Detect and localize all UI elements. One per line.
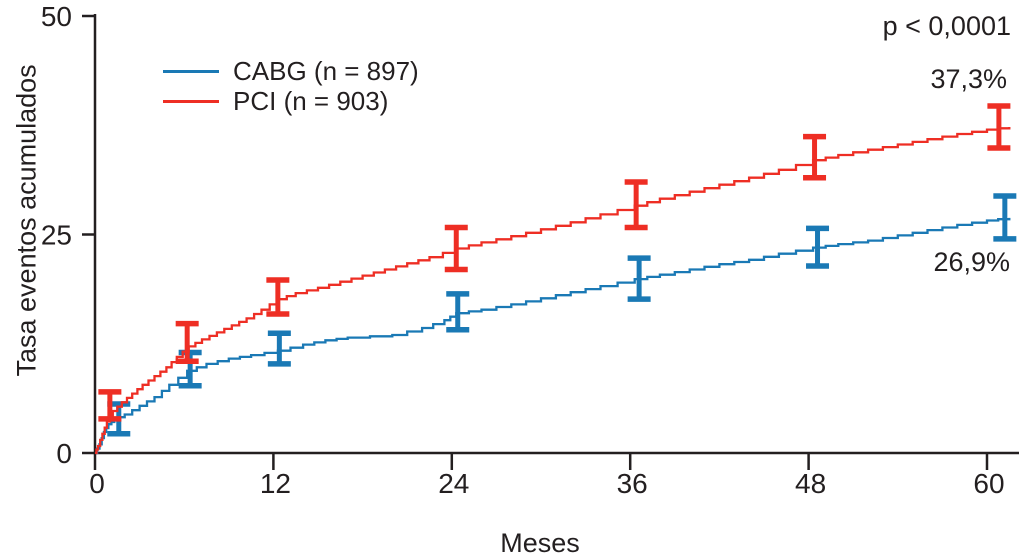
y-axis-title: Tasa eventos acumulados bbox=[11, 64, 42, 377]
y-tick-label: 50 bbox=[41, 1, 72, 32]
legend: CABG (n = 897) PCI (n = 903) bbox=[163, 56, 419, 116]
pci-line-swatch bbox=[163, 99, 219, 103]
x-tick-label: 60 bbox=[973, 468, 1004, 499]
pci-step-curve bbox=[95, 127, 1011, 455]
legend-item-cabg: CABG (n = 897) bbox=[163, 56, 419, 86]
cabg-line-swatch bbox=[163, 69, 219, 73]
x-tick-label: 48 bbox=[795, 468, 826, 499]
pci-legend-label: PCI (n = 903) bbox=[233, 86, 389, 116]
x-tick-label: 36 bbox=[617, 468, 648, 499]
cabg-end-rate-label: 26,9% bbox=[933, 247, 1010, 277]
pci-end-rate-label: 37,3% bbox=[930, 64, 1007, 94]
cabg-legend-label: CABG (n = 897) bbox=[233, 56, 419, 86]
x-tick-label: 0 bbox=[89, 468, 105, 499]
legend-item-pci: PCI (n = 903) bbox=[163, 86, 419, 116]
x-tick-label: 12 bbox=[260, 468, 291, 499]
x-tick-label: 24 bbox=[438, 468, 469, 499]
y-tick-label: 25 bbox=[41, 220, 72, 251]
x-axis-title: Meses bbox=[500, 528, 580, 558]
y-tick-label: 0 bbox=[56, 438, 72, 469]
p-value-annotation: p < 0,0001 bbox=[882, 11, 1011, 41]
cabg-step-curve bbox=[95, 217, 1011, 455]
